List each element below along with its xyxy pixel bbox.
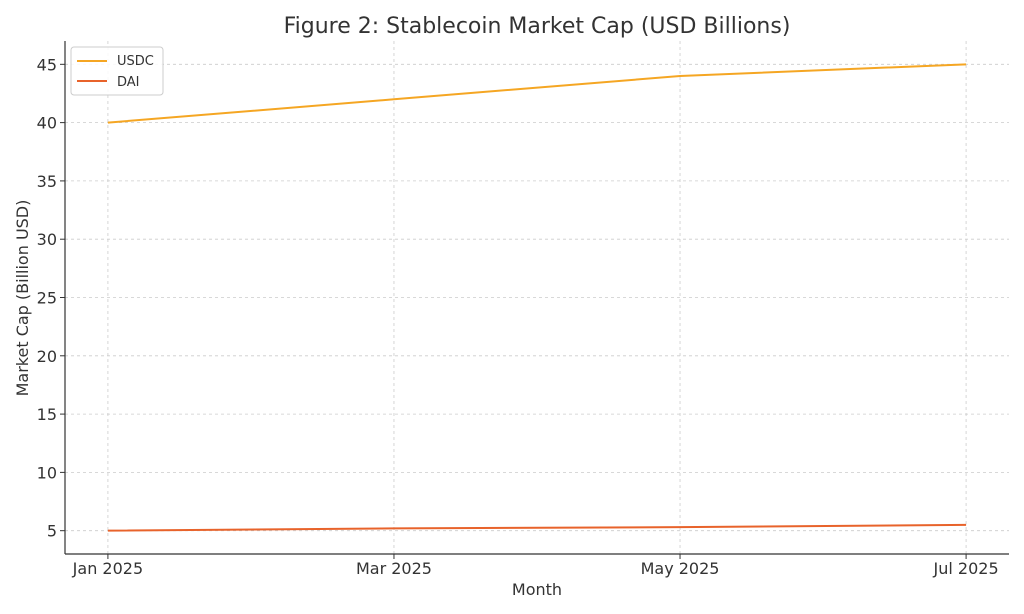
x-tick-label: Jul 2025 [933, 559, 999, 578]
y-tick-label: 25 [37, 289, 57, 308]
y-axis-label: Market Cap (Billion USD) [13, 200, 32, 397]
chart-title: Figure 2: Stablecoin Market Cap (USD Bil… [284, 14, 791, 39]
x-tick-label: Jan 2025 [72, 559, 143, 578]
x-ticks: Jan 2025 Mar 2025 May 2025 Jul 2025 [72, 554, 999, 578]
series-lines [107, 63, 967, 532]
x-tick-label: Mar 2025 [356, 559, 432, 578]
y-tick-label: 15 [37, 405, 57, 424]
y-tick-label: 35 [37, 172, 57, 191]
legend: USDC DAI [70, 46, 164, 96]
x-axis-label: Month [512, 580, 562, 599]
grid [65, 41, 1009, 554]
y-tick-label: 40 [37, 114, 57, 133]
y-tick-label: 5 [47, 522, 57, 541]
legend-label-usdc: USDC [117, 54, 154, 69]
x-tick-label: May 2025 [641, 559, 720, 578]
y-tick-label: 30 [37, 230, 57, 249]
plot-frame [65, 41, 1009, 554]
legend-label-dai: DAI [117, 75, 140, 90]
legend-box [70, 46, 164, 96]
series-line-dai [107, 523, 967, 532]
y-tick-label: 20 [37, 347, 57, 366]
y-tick-label: 45 [37, 55, 57, 74]
series-line-usdc [107, 63, 967, 124]
y-tick-label: 10 [37, 463, 57, 482]
y-ticks: 5 10 15 20 25 30 35 40 45 [37, 55, 65, 541]
